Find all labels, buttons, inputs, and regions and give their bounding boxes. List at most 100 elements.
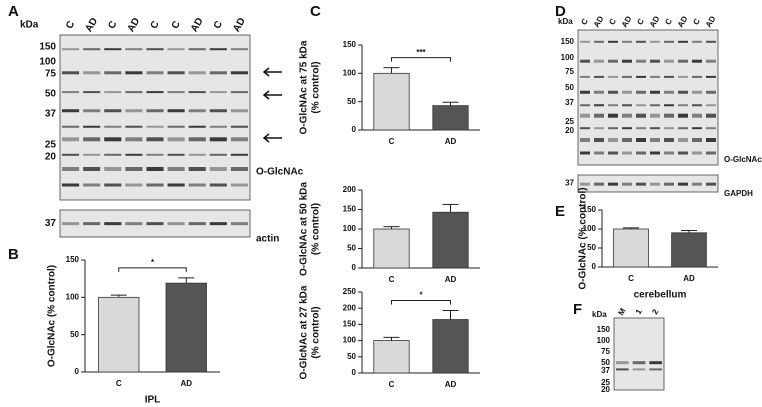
blot-band bbox=[706, 113, 716, 118]
y-tick-label: 200 bbox=[343, 303, 357, 312]
blot-band bbox=[594, 104, 604, 107]
blot-band bbox=[146, 71, 164, 75]
x-tick-label: AD bbox=[445, 380, 457, 389]
x-tick-label: C bbox=[389, 380, 395, 389]
y-tick-label: 150 bbox=[66, 255, 80, 264]
y-tick-label: 0 bbox=[592, 262, 597, 271]
y-tick-label: 0 bbox=[352, 263, 357, 272]
y-tick-label: 100 bbox=[343, 68, 357, 77]
blot-band bbox=[83, 137, 101, 142]
y-tick-label: 50 bbox=[587, 243, 596, 252]
bar bbox=[432, 211, 469, 269]
y-tick-label: 50 bbox=[347, 97, 356, 106]
blot-band bbox=[188, 91, 206, 94]
blot-band bbox=[167, 153, 185, 156]
blot-band bbox=[146, 91, 164, 94]
blot-band bbox=[692, 40, 702, 43]
marker-label: 20 bbox=[565, 126, 574, 135]
blot-band bbox=[104, 153, 122, 156]
blot-band bbox=[594, 90, 604, 94]
blot bbox=[577, 29, 719, 166]
blot-band bbox=[636, 113, 646, 118]
blot-band bbox=[678, 151, 688, 155]
blot-band bbox=[692, 138, 702, 142]
y-tick-label: 150 bbox=[343, 205, 357, 214]
blot-band bbox=[167, 71, 185, 75]
blot-band bbox=[706, 75, 716, 78]
blot-band bbox=[104, 91, 122, 94]
blot-band bbox=[125, 183, 143, 187]
lane-label: C bbox=[607, 17, 618, 27]
blot-band bbox=[125, 48, 143, 51]
blot-band bbox=[146, 137, 164, 142]
lane-label: AD bbox=[704, 14, 718, 29]
significance-label: *** bbox=[416, 48, 426, 57]
blot-band bbox=[664, 40, 674, 43]
blot-band bbox=[594, 113, 604, 118]
blot-band bbox=[62, 48, 80, 51]
significance-label: * bbox=[151, 258, 155, 267]
marker-label: 100 bbox=[597, 336, 611, 345]
blot-band bbox=[188, 183, 206, 187]
blot-band bbox=[125, 222, 143, 226]
y-axis-label: (% control) bbox=[311, 306, 322, 358]
blot-band bbox=[146, 109, 164, 113]
lane-label: AD bbox=[676, 14, 690, 29]
blot-band bbox=[678, 59, 688, 63]
marker-label: 100 bbox=[561, 53, 575, 62]
marker-label: 150 bbox=[597, 325, 611, 334]
panel-letter: C bbox=[310, 3, 321, 20]
blot-band bbox=[209, 137, 227, 142]
blot-band bbox=[125, 109, 143, 113]
x-tick-label: C bbox=[628, 274, 634, 283]
panel-letter: D bbox=[555, 3, 566, 20]
error-bar bbox=[383, 336, 400, 341]
lane-label: C bbox=[149, 19, 162, 31]
blot-band bbox=[83, 109, 101, 113]
blot-band bbox=[580, 138, 590, 142]
blot-band bbox=[632, 361, 646, 365]
y-tick-label: 0 bbox=[352, 368, 357, 377]
blot-band bbox=[664, 59, 674, 63]
blot-band bbox=[649, 361, 662, 365]
lane-label: C bbox=[170, 19, 183, 31]
error-bar bbox=[383, 226, 400, 229]
blot-band bbox=[664, 138, 674, 142]
x-tick-label: AD bbox=[445, 275, 457, 284]
lane-label: C bbox=[691, 17, 702, 27]
bar bbox=[98, 296, 140, 373]
blot-band bbox=[125, 91, 143, 94]
blot-band bbox=[706, 182, 716, 186]
blot-band bbox=[692, 182, 702, 186]
blot-band bbox=[580, 127, 590, 130]
lane-label: AD bbox=[648, 14, 662, 29]
blot-band bbox=[104, 71, 122, 75]
lane-label: C bbox=[663, 17, 674, 27]
lane-label: C bbox=[635, 17, 646, 27]
blot-band bbox=[188, 48, 206, 51]
blot-band bbox=[608, 138, 618, 142]
blot-band bbox=[622, 113, 632, 118]
blot-band bbox=[580, 59, 590, 63]
blot-band bbox=[230, 167, 248, 171]
blot-band bbox=[167, 183, 185, 187]
blot-band bbox=[104, 167, 122, 171]
blot-band bbox=[594, 40, 604, 43]
blot-band bbox=[83, 71, 101, 75]
blot-band bbox=[83, 153, 101, 156]
y-axis-label: O-GlcNAc (% control) bbox=[578, 187, 589, 289]
blot-band bbox=[580, 151, 590, 155]
blot-band bbox=[622, 151, 632, 155]
blot-band bbox=[230, 125, 248, 128]
loading-label: GAPDH bbox=[724, 189, 753, 198]
marker-label: 25 bbox=[601, 378, 610, 387]
significance-bracket bbox=[391, 57, 451, 62]
blot-band bbox=[62, 183, 80, 187]
blot-band bbox=[608, 40, 618, 43]
blot-band bbox=[209, 183, 227, 187]
y-tick-label: 150 bbox=[343, 320, 357, 329]
blot-band bbox=[209, 222, 227, 226]
blot-band bbox=[622, 59, 632, 63]
blot-band bbox=[188, 137, 206, 142]
blot-band bbox=[650, 90, 660, 94]
